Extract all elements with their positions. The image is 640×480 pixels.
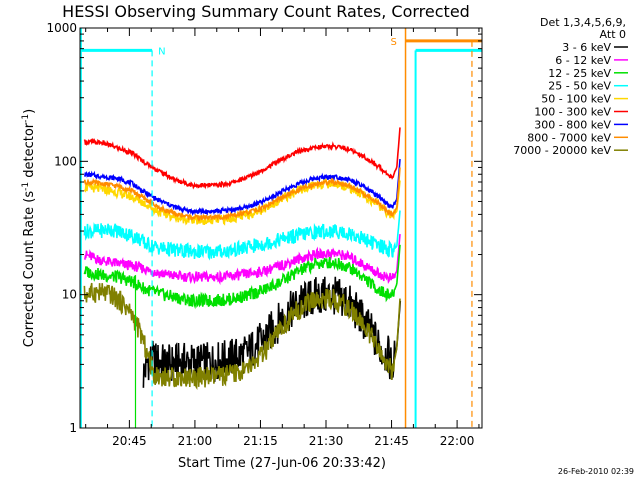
- x-tick-label: 20:45: [112, 434, 147, 448]
- y-axis-label: Corrected Count Rate (s-1 detector-1): [21, 109, 37, 347]
- legend-entry-label: 300 - 800 keV: [534, 118, 611, 131]
- series-line-4: [83, 176, 401, 226]
- series-lines: [83, 127, 402, 391]
- x-tick-label: 22:00: [440, 434, 475, 448]
- x-ticks: 20:45 21:00 21:15 21:30 21:45 22:00: [85, 28, 480, 448]
- status-bars: NS: [79, 28, 482, 428]
- x-tick-label: 21:30: [309, 434, 344, 448]
- series-line-8: [83, 282, 401, 391]
- marker-label-n: N: [158, 46, 165, 57]
- series-line-7: [83, 167, 401, 223]
- y-ticks: 1 10 100 1000: [46, 21, 482, 435]
- y-tick-label: 1: [69, 421, 77, 435]
- legend-entry-label: 50 - 100 keV: [541, 93, 611, 106]
- series-line-2: [83, 244, 401, 310]
- legend-entry-label: 25 - 50 keV: [548, 80, 611, 93]
- series-line-0: [142, 276, 402, 388]
- legend-entry-label: 6 - 12 keV: [555, 54, 611, 67]
- series-line-6: [84, 159, 401, 217]
- legend-entry-label: 7000 - 20000 keV: [513, 144, 611, 157]
- legend-header-line-2: Att 0: [600, 28, 626, 41]
- x-tick-label: 21:00: [178, 434, 213, 448]
- footer-date: 26-Feb-2010 02:39: [558, 467, 634, 476]
- y-tick-label: 100: [54, 154, 77, 168]
- series-line-1: [83, 234, 401, 286]
- series-line-5: [83, 127, 401, 190]
- marker-label-s: S: [391, 37, 397, 48]
- legend-entry-label: 800 - 7000 keV: [527, 131, 611, 144]
- legend-entry-label: 100 - 300 keV: [534, 106, 611, 119]
- y-tick-label: 1000: [46, 21, 77, 35]
- y-tick-label: 10: [62, 288, 77, 302]
- legend-header-line-1: Det 1,3,4,5,6,9,: [540, 16, 626, 29]
- series-line-3: [83, 210, 401, 261]
- x-tick-label: 21:15: [243, 434, 278, 448]
- legend-entry-label: 12 - 25 keV: [548, 67, 611, 80]
- legend-entry-label: 3 - 6 keV: [562, 41, 611, 54]
- chart-title: HESSI Observing Summary Count Rates, Cor…: [62, 2, 470, 21]
- x-axis-label: Start Time (27-Jun-06 20:33:42): [178, 456, 386, 471]
- x-tick-label: 21:45: [374, 434, 409, 448]
- plot-frame: [79, 27, 483, 429]
